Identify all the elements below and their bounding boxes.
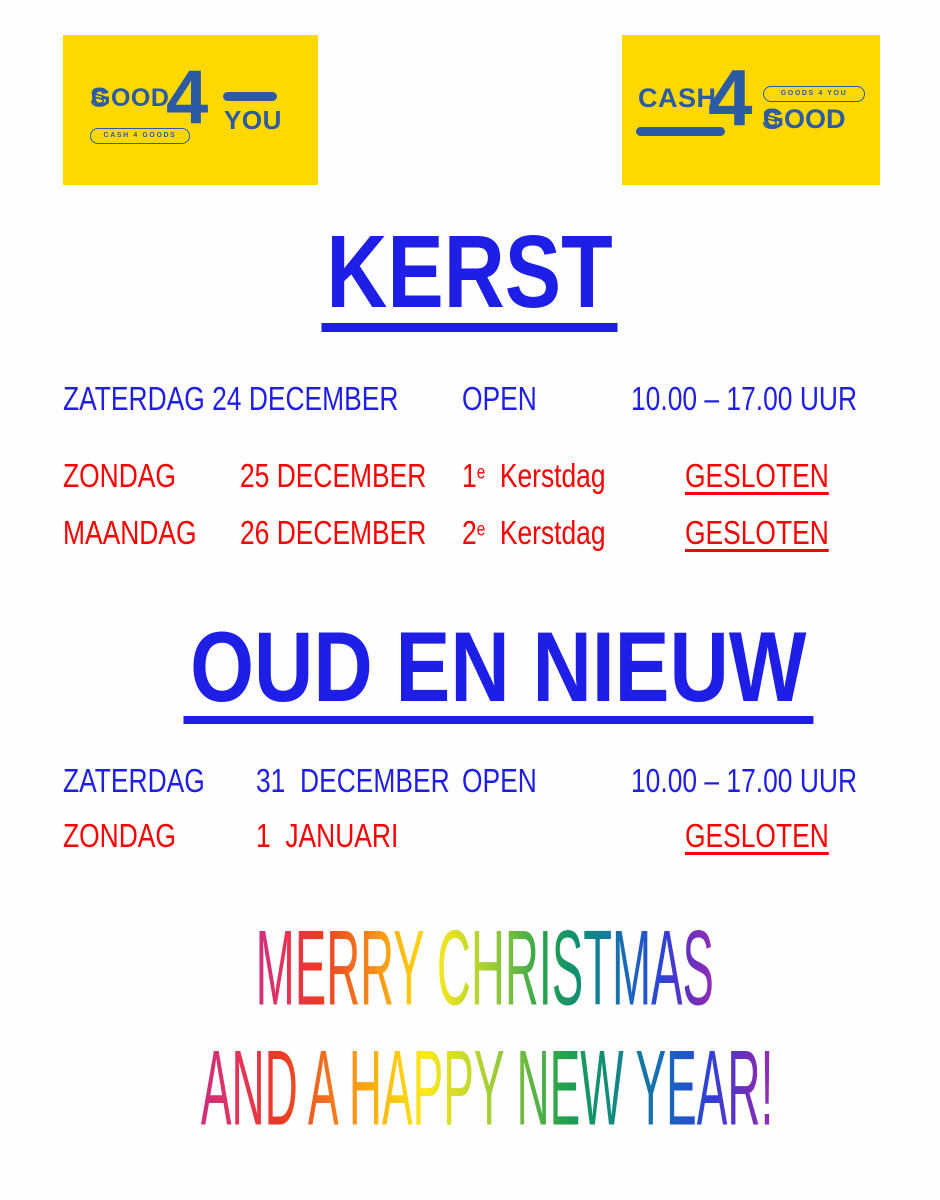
dash-bar-icon: [636, 127, 725, 136]
schedule-cell-label: 2e Kerstdag: [462, 514, 606, 551]
schedule-cell-day: MAANDAG: [63, 514, 197, 551]
oud-en-nieuw-title-text: OUD EN NIEUW: [183, 617, 813, 724]
you-text: YOU: [224, 105, 282, 135]
goods4you-wordmark: GOOD S: [90, 84, 169, 112]
schedule-cell-date: 1 JANUARI: [256, 817, 399, 854]
ordinal-superscript: e: [476, 519, 486, 541]
schedule-cell-status: GESLOTEN: [685, 514, 829, 551]
big-4-glyph: 4: [708, 53, 753, 142]
goods4you-logo: GOOD S 4 YOU CASH 4 GOODS: [63, 35, 318, 185]
schedule-cell-day: ZONDAG: [63, 457, 176, 494]
schedule-cell-status: OPEN: [462, 380, 537, 417]
schedule-cell-status: GESLOTEN: [685, 457, 829, 494]
merry-christmas-text: MERRY CHRISTMAS: [255, 907, 715, 1028]
happy-new-year-text: AND A HAPPY NEW YEAR!: [200, 1027, 774, 1148]
goods4you-badge: GOODS 4 YOU: [763, 86, 865, 102]
greeting-line-2: AND A HAPPY NEW YEAR!: [0, 1034, 940, 1140]
dash-bar-icon: [223, 92, 277, 101]
goods-text: GOOD: [91, 84, 170, 112]
cash4goods-badge: CASH 4 GOODS: [90, 128, 190, 144]
schedule-cell-date: 26 DECEMBER: [240, 514, 427, 551]
schedule-row: ZATERDAG 24 DECEMBER OPEN 10.00 – 17.00 UU…: [0, 382, 940, 428]
kerst-title-text: KERST: [321, 220, 619, 332]
schedule-cell-hours: 10.00 – 17.00 UUR: [631, 380, 858, 417]
kerst-section-title: KERST: [0, 220, 940, 332]
oud-en-nieuw-section-title: OUD EN NIEUW: [0, 617, 940, 724]
schedule-row: ZONDAG 1 JANUARI GESLOTEN: [0, 819, 940, 865]
schedule-cell-label: 1e Kerstdag: [462, 457, 606, 494]
schedule-row: ZATERDAG 31 DECEMBER OPEN 10.00 – 17.00 UUR: [0, 764, 940, 810]
schedule-cell-date: 25 DECEMBER: [240, 457, 427, 494]
goods-text: GOOD: [763, 104, 846, 134]
schedule-row: ZONDAG 25 DECEMBER 1e Kerstdag GESLOTEN: [0, 459, 940, 505]
cash-text: CASH: [638, 83, 717, 113]
schedule-cell-day: ZATERDAG: [63, 762, 205, 799]
schedule-cell-status: OPEN: [462, 762, 537, 799]
schedule-row: MAANDAG 26 DECEMBER 2e Kerstdag GESLOTEN: [0, 516, 940, 562]
big-4-glyph: 4: [166, 55, 209, 140]
ordinal-superscript: e: [476, 462, 486, 484]
schedule-cell-status: GESLOTEN: [685, 817, 829, 854]
schedule-cell-day: ZONDAG: [63, 817, 176, 854]
schedule-cell-day-date: ZATERDAG 24 DECEMBER: [63, 380, 399, 417]
goods-wordmark: GOOD S: [762, 104, 845, 134]
outline-s-glyph: S: [762, 104, 782, 134]
greeting-line-1: MERRY CHRISTMAS: [0, 914, 940, 1020]
cash4goods-logo: CASH 4 GOODS 4 YOU GOOD S: [622, 35, 880, 185]
schedule-cell-date: 31 DECEMBER: [256, 762, 450, 799]
schedule-cell-hours: 10.00 – 17.00 UUR: [631, 762, 858, 799]
outline-s-glyph: S: [90, 84, 109, 112]
